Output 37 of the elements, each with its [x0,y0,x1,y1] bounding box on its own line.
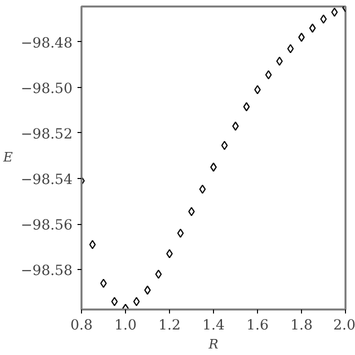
x-tick-label: 1.0 [114,318,137,334]
x-axis-title: R [208,338,219,352]
y-tick-label: −98.56 [20,218,73,234]
point [254,85,261,94]
y-tick-label: −98.52 [20,126,73,142]
point [243,102,250,112]
x-tick-label: 1.2 [158,318,181,334]
point [177,228,184,238]
x-tick-label: 1.4 [202,318,225,334]
y-tick-label: −98.50 [20,80,73,97]
point [166,249,173,258]
point [331,8,338,17]
point [111,296,118,306]
x-tick-label: 0.8 [70,318,93,334]
y-axis-title: E [2,150,14,166]
x-tick-label: 2.0 [333,318,355,334]
point [210,162,217,172]
point [144,286,151,295]
point [100,278,107,288]
point [89,240,96,250]
point [188,206,195,216]
point [221,140,228,150]
point [199,184,206,194]
y-tick-label: −98.58 [20,263,73,280]
point [320,14,327,24]
x-tick-label: 1.8 [290,318,313,334]
y-tick-label: −98.54 [20,172,73,188]
point [133,296,140,306]
point [276,56,283,66]
point [265,70,272,80]
point [155,270,162,279]
point [287,44,294,54]
point [298,32,305,42]
point [309,24,316,33]
y-tick-label: −98.48 [20,35,73,52]
point [232,122,239,131]
x-tick-label: 1.6 [246,318,269,334]
